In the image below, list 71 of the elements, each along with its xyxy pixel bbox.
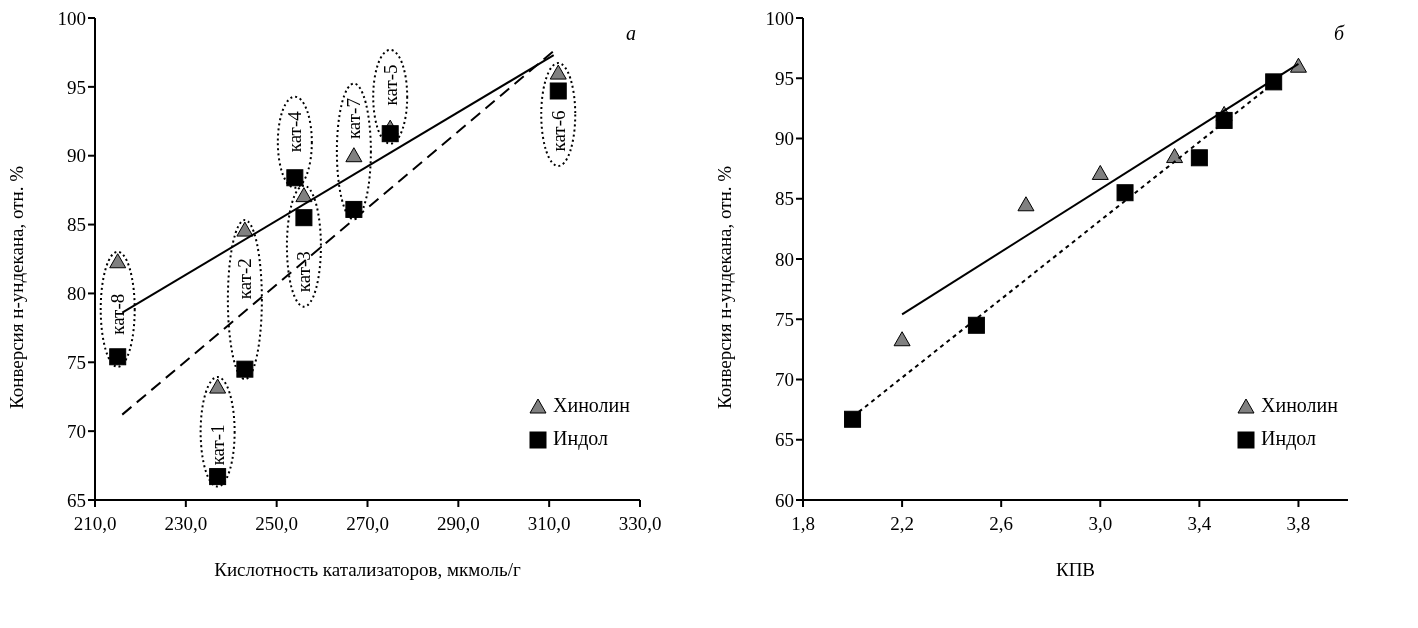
point [286, 169, 304, 187]
x-tick-label: 230,0 [164, 513, 208, 535]
point [1166, 148, 1184, 164]
x-tick-label: 3,4 [1187, 513, 1212, 535]
annotation: кат-7 [343, 98, 365, 140]
point [109, 348, 127, 366]
point [1116, 184, 1134, 202]
y-tick-label: 65 [67, 489, 86, 511]
y-tick-label: 100 [765, 7, 794, 29]
point [381, 125, 399, 143]
y-tick-label: 80 [775, 248, 794, 270]
point [844, 410, 862, 428]
x-tick-label: 210,0 [73, 513, 117, 535]
y-tick-label: 65 [775, 429, 794, 451]
x-tick-label: 310,0 [527, 513, 571, 535]
point [236, 221, 254, 237]
x-tick-label: 270,0 [346, 513, 389, 535]
x-tick-label: 3,8 [1286, 513, 1311, 535]
point [345, 147, 363, 163]
annotation: кат-8 [107, 293, 129, 335]
legend-label: Индол [553, 427, 609, 450]
y-tick-label: 70 [67, 420, 86, 442]
point [549, 64, 567, 80]
point [1017, 196, 1035, 212]
x-tick-label: 2,2 [890, 513, 914, 535]
annotation: б [1333, 22, 1344, 45]
annotation: кат-5 [379, 64, 401, 106]
x-axis-title: Кислотность катализаторов, мкмоль/г [214, 559, 521, 580]
x-tick-label: 2,6 [989, 513, 1014, 535]
y-tick-label: 90 [775, 128, 794, 150]
point [549, 82, 567, 100]
x-tick-label: 3,0 [1088, 513, 1113, 535]
annotation: а [626, 22, 636, 45]
annotation: кат-3 [293, 251, 315, 293]
point [209, 378, 227, 394]
annotation: кат-1 [207, 424, 229, 466]
y-axis-title: Конверсия н-ундекана, отн. % [713, 165, 735, 409]
point [345, 200, 363, 218]
y-tick-label: 90 [67, 145, 86, 167]
y-tick-label: 80 [67, 283, 86, 305]
y-tick-label: 100 [57, 7, 86, 29]
annotation: кат-4 [284, 110, 306, 153]
point [209, 468, 227, 486]
point [109, 253, 127, 269]
point [893, 331, 911, 347]
y-axis-title: Конверсия н-ундекана, отн. % [5, 165, 27, 409]
point [967, 316, 985, 334]
y-tick-label: 75 [775, 308, 794, 330]
annotation: кат-2 [234, 258, 256, 300]
x-tick-label: 290,0 [436, 513, 480, 535]
y-tick-label: 70 [775, 369, 794, 391]
y-tick-label: 75 [67, 352, 86, 374]
y-tick-label: 95 [67, 76, 86, 98]
legend-label: Индол [1261, 427, 1317, 450]
x-tick-label: 330,0 [618, 513, 662, 535]
y-tick-label: 95 [775, 68, 794, 89]
point [236, 360, 254, 378]
point [1091, 164, 1109, 180]
y-tick-label: 85 [67, 214, 86, 236]
point [1215, 111, 1233, 129]
x-tick-label: 250,0 [255, 513, 299, 535]
annotation: кат-6 [547, 110, 569, 152]
point [295, 209, 313, 227]
x-axis-title: КПВ [1055, 559, 1096, 580]
point [1190, 149, 1208, 167]
legend-label: Хинолин [1261, 394, 1338, 417]
y-tick-label: 60 [775, 489, 794, 511]
point [295, 187, 313, 203]
y-tick-label: 85 [775, 188, 794, 210]
x-tick-label: 1,8 [791, 513, 815, 535]
legend-label: Хинолин [553, 394, 630, 417]
